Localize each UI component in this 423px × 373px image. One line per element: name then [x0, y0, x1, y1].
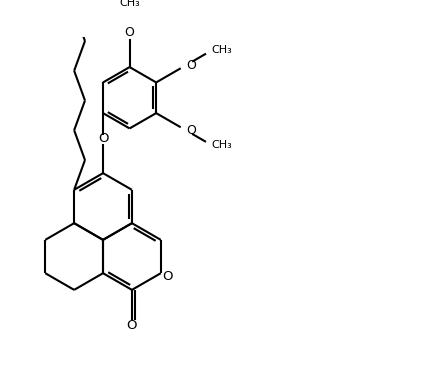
Text: O: O: [186, 124, 196, 137]
Text: O: O: [126, 319, 137, 332]
Text: CH₃: CH₃: [212, 46, 232, 56]
Text: O: O: [162, 270, 173, 283]
Text: CH₃: CH₃: [119, 0, 140, 8]
Text: O: O: [125, 26, 135, 39]
Text: O: O: [186, 59, 196, 72]
Text: CH₃: CH₃: [212, 140, 232, 150]
Text: O: O: [98, 132, 108, 145]
